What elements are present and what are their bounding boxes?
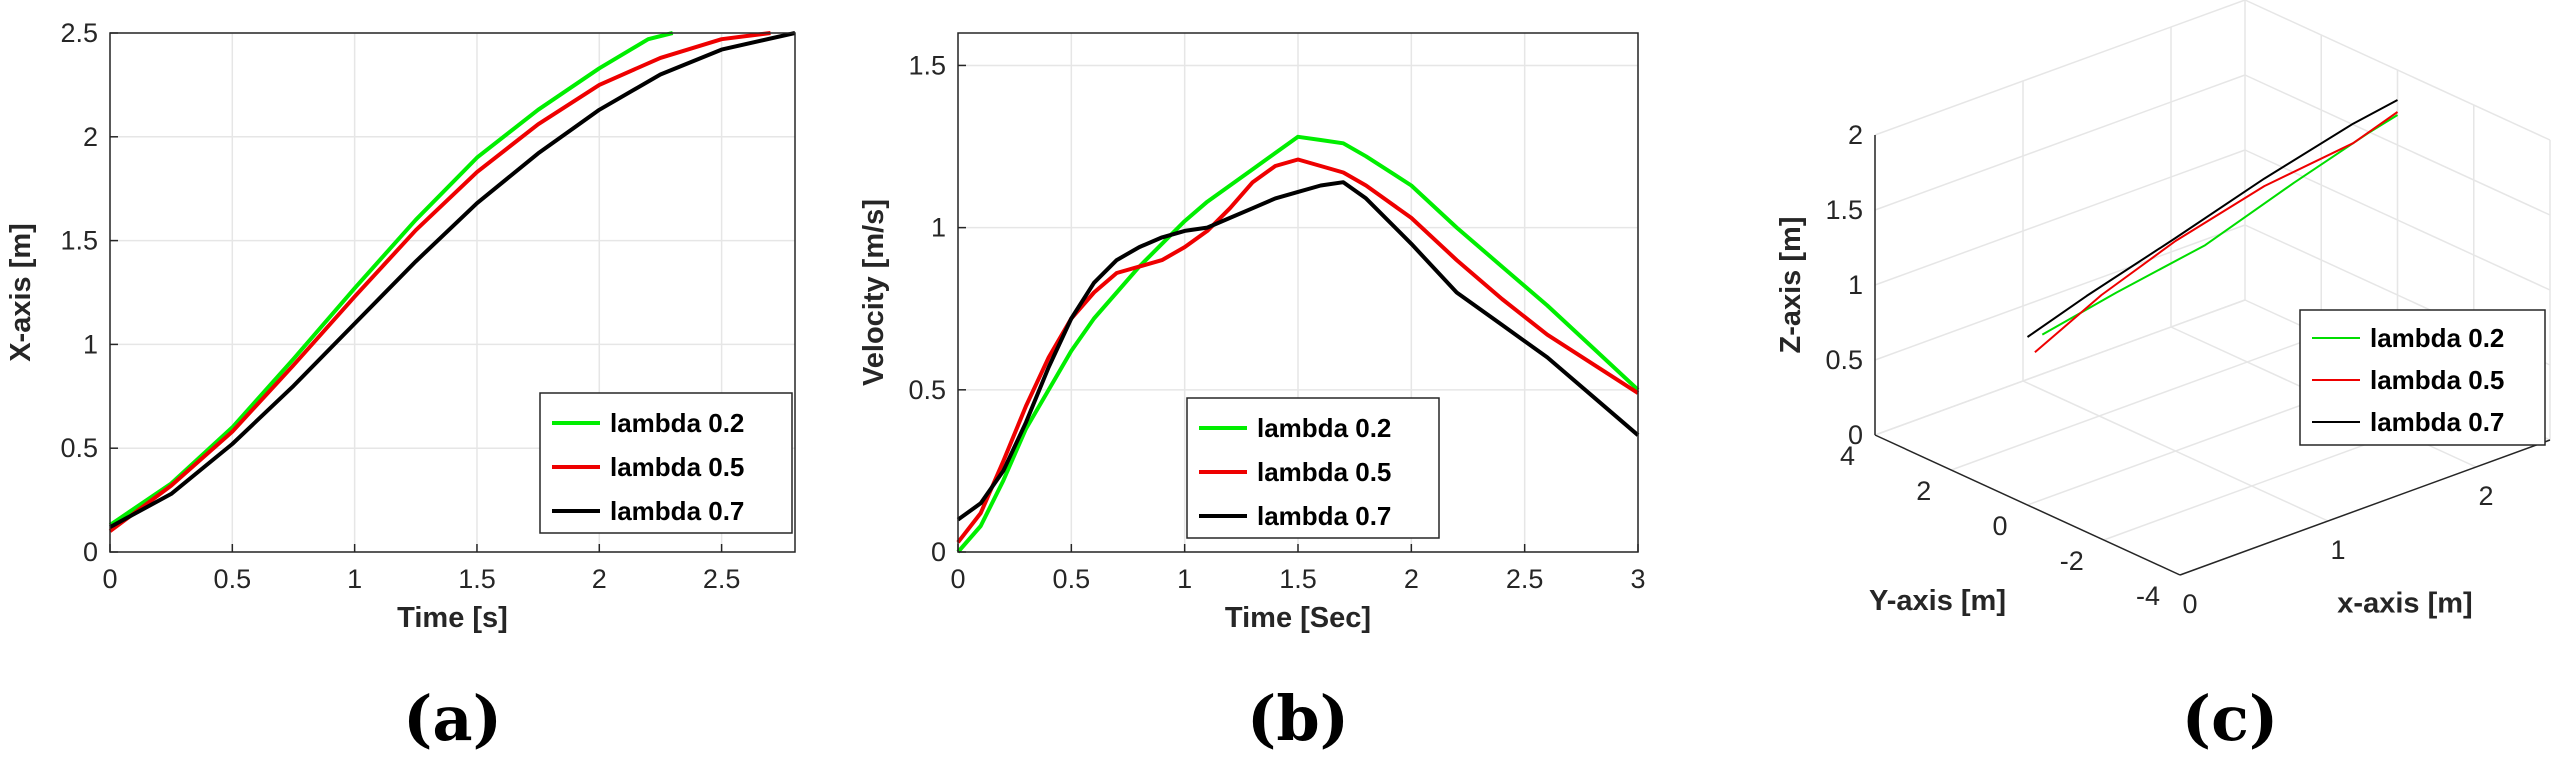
chart-c-x-axis bbox=[2179, 439, 2551, 576]
chart-c-wall-grid-line bbox=[1874, 74, 2246, 211]
chart-a-ylabel: X-axis [m] bbox=[5, 223, 37, 362]
chart-c-wall-grid-line bbox=[1874, 0, 2246, 136]
chart-c-wall-grid-line bbox=[1874, 149, 2246, 286]
chart-a-ytick-label: 1.5 bbox=[60, 226, 98, 256]
chart-b-series-line bbox=[956, 157, 1640, 544]
chart-c-ylabel: Y-axis [m] bbox=[1869, 585, 2006, 617]
chart-a-xtick-label: 0 bbox=[102, 564, 117, 594]
chart-c-panel-label: (c) bbox=[2182, 682, 2278, 755]
chart-c-ztick-label: 0.5 bbox=[1825, 345, 1863, 375]
chart-a-panel-label: (a) bbox=[403, 682, 502, 755]
chart-c-wall-grid-line bbox=[2244, 74, 2551, 216]
chart-a-series-line bbox=[108, 31, 674, 527]
chart-a-xtick-label: 1.5 bbox=[458, 564, 496, 594]
chart-c-series-line bbox=[2034, 111, 2399, 354]
chart-c-legend-label: lambda 0.5 bbox=[2370, 365, 2504, 395]
chart-b-ylabel: Velocity [m/s] bbox=[858, 199, 890, 386]
chart-c-wall-grid-line bbox=[1874, 299, 2246, 436]
chart-b-ytick-label: 0 bbox=[931, 537, 946, 567]
chart-b-xtick-label: 0.5 bbox=[1053, 564, 1091, 594]
chart-a-legend-label: lambda 0.2 bbox=[610, 408, 744, 438]
chart-a-ytick-label: 2.5 bbox=[60, 18, 98, 48]
chart-b-series-line bbox=[956, 180, 1640, 522]
chart-b-legend-label: lambda 0.5 bbox=[1257, 457, 1391, 487]
chart-b-ytick-label: 0.5 bbox=[908, 375, 946, 405]
chart-a-xtick-label: 1 bbox=[347, 564, 362, 594]
chart-a-legend-label: lambda 0.5 bbox=[610, 452, 744, 482]
chart-c-ytick-label: 0 bbox=[1992, 511, 2007, 541]
chart-b-xtick-label: 0 bbox=[950, 564, 965, 594]
chart-a-xtick-label: 2 bbox=[592, 564, 607, 594]
chart-c-y-axis bbox=[1874, 434, 2181, 576]
chart-a-ytick-label: 1 bbox=[83, 329, 98, 359]
chart-a-ytick-label: 0.5 bbox=[60, 433, 98, 463]
chart-b-legend-label: lambda 0.7 bbox=[1257, 501, 1391, 531]
chart-a-series-line bbox=[109, 31, 796, 529]
chart-c-xtick-label: 2 bbox=[2478, 481, 2493, 511]
chart-a-ytick-label: 0 bbox=[83, 537, 98, 567]
chart-a-xlabel: Time [s] bbox=[397, 602, 508, 634]
chart-c-legend-label: lambda 0.2 bbox=[2370, 323, 2504, 353]
chart-c-xtick-label: 1 bbox=[2330, 535, 2345, 565]
chart-a-xtick-label: 0.5 bbox=[214, 564, 252, 594]
chart-c-ytick-label: 4 bbox=[1840, 441, 1855, 471]
chart-b-panel-label: (b) bbox=[1247, 682, 1349, 755]
chart-c-ytick-label: 2 bbox=[1916, 476, 1931, 506]
chart-c-ytick-label: -4 bbox=[2136, 581, 2160, 611]
chart-b-xtick-label: 1 bbox=[1177, 564, 1192, 594]
chart-c-ztick-label: 0 bbox=[1848, 420, 1863, 450]
chart-b-ytick-label: 1 bbox=[931, 213, 946, 243]
chart-c-floor-grid-line bbox=[1950, 334, 2322, 471]
chart-a-plot-area bbox=[109, 32, 796, 553]
chart-c-wall-grid-line bbox=[2244, 0, 2551, 141]
chart-c-series-line bbox=[2026, 99, 2398, 338]
chart-a-xtick-label: 2.5 bbox=[703, 564, 741, 594]
chart-c-xtick-label: 0 bbox=[2182, 589, 2197, 619]
chart-a: 0 0.5 1 1.5 2 2.5 0 0.5 1 1.5 2 2.5 Time [s] X-axis… bbox=[5, 18, 796, 755]
chart-c-wall-grid-line bbox=[2244, 149, 2551, 291]
chart-b-ytick-label: 1.5 bbox=[908, 50, 946, 80]
chart-b-legend-label: lambda 0.2 bbox=[1257, 413, 1391, 443]
chart-b-xtick-label: 1.5 bbox=[1279, 564, 1317, 594]
chart-a-legend-label: lambda 0.7 bbox=[610, 496, 744, 526]
chart-c-xlabel: x-axis [m] bbox=[2337, 588, 2472, 620]
chart-c-ztick-label: 1.5 bbox=[1825, 195, 1863, 225]
chart-c-ztick-label: 2 bbox=[1848, 120, 1863, 150]
chart-c-ytick-label: -2 bbox=[2060, 546, 2084, 576]
chart-c: 0 1 2 4 2 0 -2 -4 0 0.5 1 1.5 2 x-axis [m] Y-axis [m… bbox=[1775, 0, 2551, 755]
chart-b: 0 0.5 1 1.5 2 2.5 3 0 0.5 1 1.5 Time [Sec] Velocit… bbox=[858, 32, 1646, 755]
chart-a-ytick-label: 2 bbox=[83, 122, 98, 152]
chart-c-ztick-label: 1 bbox=[1848, 270, 1863, 300]
chart-c-zlabel: Z-axis [m] bbox=[1775, 217, 1807, 354]
chart-b-xtick-label: 2 bbox=[1404, 564, 1419, 594]
chart-b-xtick-label: 3 bbox=[1630, 564, 1645, 594]
chart-b-xlabel: Time [Sec] bbox=[1225, 602, 1371, 634]
chart-b-xtick-label: 2.5 bbox=[1506, 564, 1544, 594]
chart-b-series-line bbox=[956, 134, 1640, 554]
chart-c-wall-grid-line bbox=[1874, 224, 2246, 361]
chart-c-legend-label: lambda 0.7 bbox=[2370, 407, 2504, 437]
chart-a-series-line bbox=[108, 31, 771, 533]
